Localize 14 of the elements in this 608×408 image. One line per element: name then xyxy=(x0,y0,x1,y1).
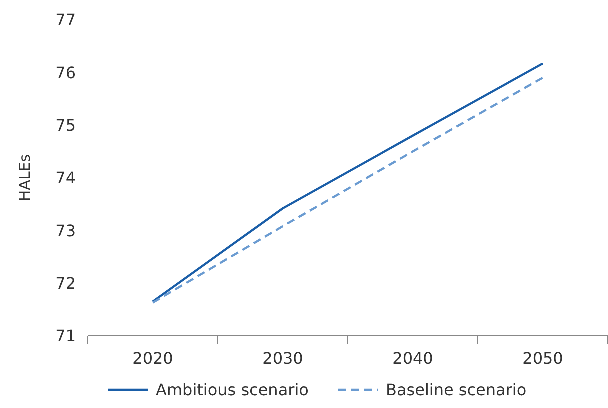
y-tick-label: 75 xyxy=(56,116,76,135)
y-axis-title: HALEs xyxy=(16,154,34,202)
y-tick-label: 73 xyxy=(56,221,76,240)
x-tick-label: 2050 xyxy=(522,349,564,368)
y-tick-label: 71 xyxy=(56,326,76,346)
x-tick-label: 2030 xyxy=(262,349,304,368)
y-tick-label: 77 xyxy=(56,10,76,30)
legend-label: Ambitious scenario xyxy=(156,380,309,400)
y-tick-label: 72 xyxy=(56,274,76,293)
x-tick-label: 2020 xyxy=(132,349,174,368)
y-tick-label: 74 xyxy=(56,168,76,188)
legend-label: Baseline scenario xyxy=(386,380,527,400)
x-tick-label: 2040 xyxy=(392,349,434,368)
y-tick-label: 76 xyxy=(56,63,76,82)
